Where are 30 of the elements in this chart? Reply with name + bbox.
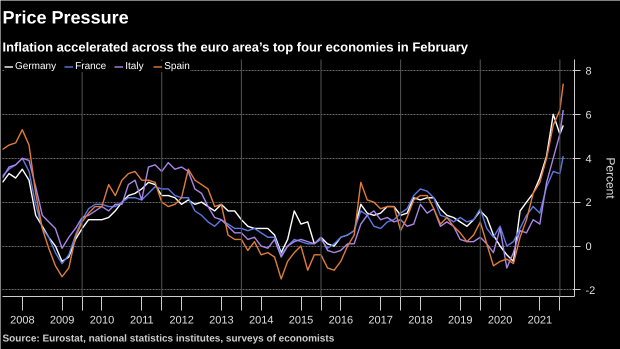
legend-label: Italy: [125, 61, 145, 72]
line-series: [2, 155, 564, 264]
y-tick-label: 6: [586, 109, 592, 122]
x-tick-label: 2010: [90, 314, 114, 326]
x-tick-label: 2008: [10, 314, 35, 326]
y-tick-label: 0: [586, 241, 592, 254]
x-tick-label: 2013: [209, 314, 234, 326]
x-tick-label: 2017: [368, 314, 393, 326]
y-tick-label: 8: [586, 65, 592, 78]
x-tick-label: 2016: [328, 314, 354, 326]
source-note: Source: Eurostat, national statistics institutes, surveys of economists: [2, 334, 335, 344]
x-tick-label: 2020: [488, 314, 512, 326]
chart-subtitle: Inflation accelerated across the euro area’s top four economies in February: [2, 40, 469, 54]
legend-label: Germany: [15, 61, 56, 72]
y-tick-label: -2: [586, 284, 596, 297]
x-tick-label: 2012: [169, 314, 194, 326]
x-tick-label: 2009: [50, 314, 74, 326]
x-tick-label: 2015: [288, 314, 314, 326]
line-series: [2, 82, 564, 280]
y-axis-title: Percent: [603, 157, 618, 200]
x-tick-label: 2021: [528, 314, 552, 326]
chart-title: Price Pressure: [2, 8, 129, 28]
x-tick-label: 2018: [408, 314, 433, 326]
x-tick-label: 2014: [248, 314, 274, 326]
legend-label: France: [75, 61, 106, 72]
x-tick-label: 2011: [130, 314, 154, 326]
x-tick-label: 2019: [448, 314, 473, 326]
y-tick-label: 2: [586, 197, 592, 210]
y-tick-label: 4: [586, 153, 592, 166]
legend-label: Spain: [164, 61, 190, 72]
